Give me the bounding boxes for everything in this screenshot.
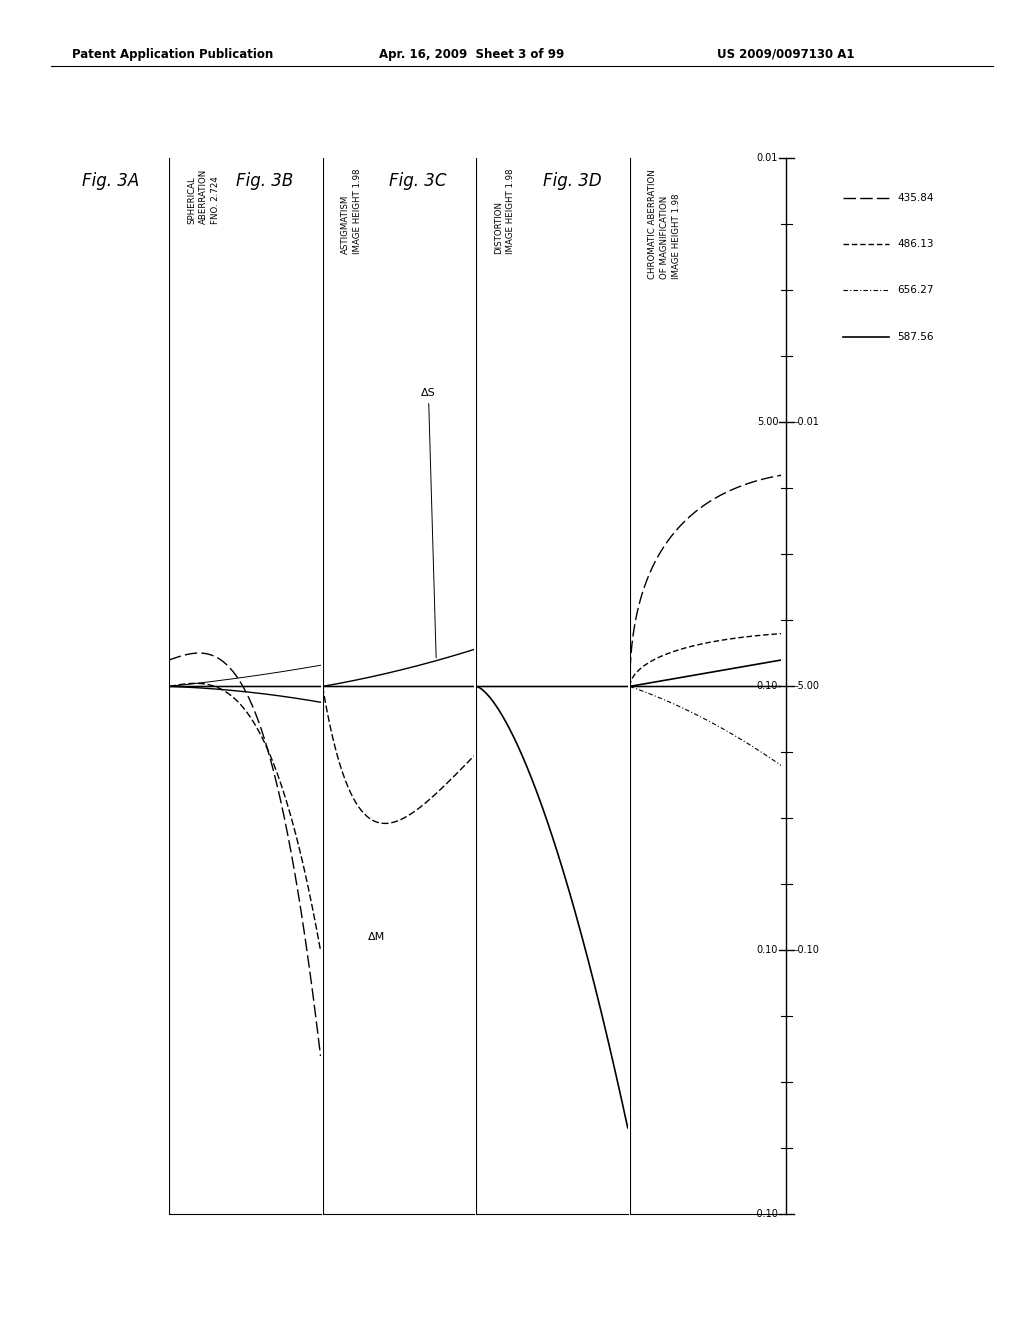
- Text: -5.00: -5.00: [795, 681, 819, 692]
- Text: Fig. 3B: Fig. 3B: [236, 172, 293, 190]
- Text: 587.56: 587.56: [897, 331, 934, 342]
- Text: ΔS: ΔS: [421, 388, 436, 657]
- Text: 486.13: 486.13: [897, 239, 934, 249]
- Text: Fig. 3D: Fig. 3D: [543, 172, 601, 190]
- Text: -0.10: -0.10: [795, 945, 819, 956]
- Text: Patent Application Publication: Patent Application Publication: [72, 48, 273, 61]
- Text: 0.10: 0.10: [757, 945, 778, 956]
- Text: US 2009/0097130 A1: US 2009/0097130 A1: [717, 48, 854, 61]
- Text: -0.01: -0.01: [795, 417, 819, 428]
- Text: -0.10: -0.10: [754, 1209, 778, 1220]
- Text: 0.10: 0.10: [757, 681, 778, 692]
- Text: 435.84: 435.84: [897, 193, 934, 203]
- Text: 5.00: 5.00: [757, 417, 778, 428]
- Text: DISTORTION
IMAGE HEIGHT 1.98: DISTORTION IMAGE HEIGHT 1.98: [495, 169, 515, 255]
- Text: ASTIGMATISM
IMAGE HEIGHT 1.98: ASTIGMATISM IMAGE HEIGHT 1.98: [341, 169, 361, 255]
- Text: Apr. 16, 2009  Sheet 3 of 99: Apr. 16, 2009 Sheet 3 of 99: [379, 48, 564, 61]
- Text: SPHERICAL
ABERRATION
FNO. 2.724: SPHERICAL ABERRATION FNO. 2.724: [187, 169, 220, 224]
- Text: 656.27: 656.27: [897, 285, 934, 296]
- Text: 0.01: 0.01: [757, 153, 778, 164]
- Text: ΔM: ΔM: [368, 932, 385, 942]
- Text: Fig. 3C: Fig. 3C: [389, 172, 446, 190]
- Text: CHROMATIC ABERRATION
OF MAGNIFICATION
IMAGE HEIGHT 1.98: CHROMATIC ABERRATION OF MAGNIFICATION IM…: [648, 169, 681, 279]
- Text: Fig. 3A: Fig. 3A: [82, 172, 139, 190]
